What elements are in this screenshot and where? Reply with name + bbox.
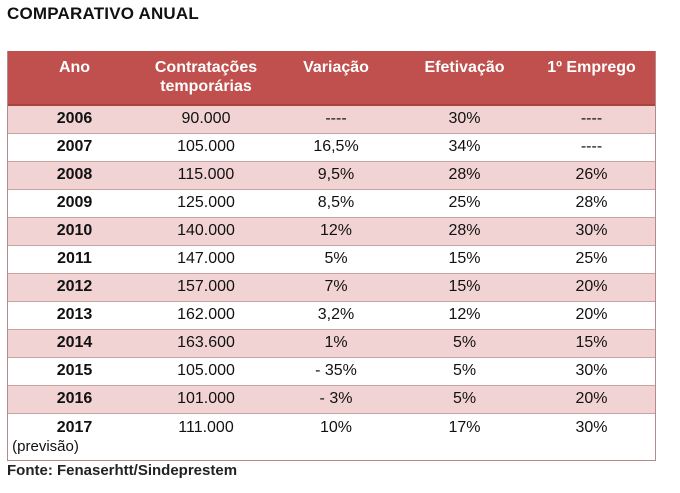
source-note: Fonte: Fenaserhtt/Sindeprestem <box>7 462 238 479</box>
header-primeiro-emprego: 1º Emprego <box>547 59 636 76</box>
cell-efetivacao: 15% <box>448 250 481 267</box>
cell-variacao: 3,2% <box>317 306 355 323</box>
table-header: Ano Contratações temporárias Variação Ef… <box>8 51 655 105</box>
cell-efetivacao: 15% <box>448 278 481 295</box>
table-row: 2015 105.000 - 35% 5% 30% <box>8 357 655 385</box>
year-value: 2017 <box>56 418 93 436</box>
header-contratacoes: Contratações temporárias <box>141 51 271 105</box>
cell-efetivacao: 17% <box>448 418 481 436</box>
cell-contratacoes: 147.000 <box>177 250 235 267</box>
year-value: 2009 <box>56 194 93 211</box>
table-row: 2008 115.000 9,5% 28% 26% <box>8 161 655 189</box>
comparison-table-container: Ano Contratações temporárias Variação Ef… <box>7 51 656 461</box>
cell-contratacoes: 115.000 <box>177 166 235 183</box>
year-value: 2015 <box>56 362 93 379</box>
cell-variacao: 1% <box>324 334 348 351</box>
cell-variacao: - 35% <box>315 362 357 379</box>
cell-efetivacao: 28% <box>448 222 481 239</box>
table-row: 2009 125.000 8,5% 25% 28% <box>8 189 655 217</box>
comparison-table: Ano Contratações temporárias Variação Ef… <box>8 51 655 460</box>
table-row: 2010 140.000 12% 28% 30% <box>8 217 655 245</box>
cell-ano: 2011 <box>8 245 141 273</box>
cell-ano: 2013 <box>8 301 141 329</box>
page-title: COMPARATIVO ANUAL <box>7 4 199 23</box>
year-value: 2011 <box>57 250 92 267</box>
table-row: 2007 105.000 16,5% 34% ---- <box>8 133 655 161</box>
cell-contratacoes: 111.000 <box>178 418 234 436</box>
cell-primeiro-emprego: 30% <box>575 362 608 379</box>
cell-primeiro-emprego: 30% <box>575 418 608 436</box>
table-row: 2006 90.000 ---- 30% ---- <box>8 105 655 133</box>
cell-variacao: 5% <box>324 250 348 267</box>
cell-contratacoes: 162.000 <box>177 306 235 323</box>
year-value: 2008 <box>56 166 93 183</box>
header-contratacoes-line2: temporárias <box>160 78 252 95</box>
cell-ano: 2009 <box>8 189 141 217</box>
table-row: 2017 (previsão) 111.000 10% 17% 30% <box>8 413 655 460</box>
year-value: 2016 <box>56 390 93 407</box>
table-body: 2006 90.000 ---- 30% ---- 2007 105.000 16,5% 34%… <box>8 105 655 460</box>
header-efetivacao: Efetivação <box>424 59 505 76</box>
cell-variacao: - 3% <box>319 390 353 407</box>
cell-variacao: 12% <box>319 222 353 239</box>
table-row: 2013 162.000 3,2% 12% 20% <box>8 301 655 329</box>
header-ano: Ano <box>58 59 91 76</box>
cell-variacao: 7% <box>324 278 348 295</box>
cell-ano: 2012 <box>8 273 141 301</box>
table-row: 2016 101.000 - 3% 5% 20% <box>8 385 655 413</box>
year-value: 2010 <box>56 222 93 239</box>
cell-primeiro-emprego: 20% <box>575 390 608 407</box>
year-note: (previsão) <box>12 437 79 455</box>
cell-contratacoes: 163.600 <box>177 334 235 351</box>
cell-primeiro-emprego: 30% <box>575 222 608 239</box>
cell-efetivacao: 28% <box>448 166 481 183</box>
cell-primeiro-emprego: 15% <box>575 334 608 351</box>
cell-primeiro-emprego: 25% <box>575 250 608 267</box>
cell-contratacoes: 105.000 <box>177 138 235 155</box>
cell-contratacoes: 105.000 <box>177 362 235 379</box>
cell-primeiro-emprego: 20% <box>575 306 608 323</box>
header-row: Ano Contratações temporárias Variação Ef… <box>8 51 655 105</box>
cell-variacao: 8,5% <box>317 194 355 211</box>
cell-efetivacao: 12% <box>448 306 481 323</box>
year-value: 2006 <box>56 110 93 128</box>
table-row: 2012 157.000 7% 15% 20% <box>8 273 655 301</box>
cell-variacao: 10% <box>319 418 353 436</box>
year-value: 2007 <box>56 138 93 155</box>
cell-primeiro-emprego: 20% <box>575 278 608 295</box>
cell-primeiro-emprego: 26% <box>575 166 608 183</box>
cell-primeiro-emprego: ---- <box>580 138 603 155</box>
cell-ano: 2010 <box>8 217 141 245</box>
cell-ano: 2017 (previsão) <box>8 413 141 460</box>
cell-efetivacao: 25% <box>448 194 481 211</box>
year-value: 2012 <box>56 278 93 295</box>
cell-ano: 2008 <box>8 161 141 189</box>
table-row: 2014 163.600 1% 5% 15% <box>8 329 655 357</box>
cell-contratacoes: 101.000 <box>177 390 235 407</box>
cell-ano: 2016 <box>8 385 141 413</box>
cell-variacao: 9,5% <box>317 166 355 183</box>
cell-primeiro-emprego: ---- <box>580 110 603 128</box>
cell-ano: 2015 <box>8 357 141 385</box>
cell-efetivacao: 5% <box>452 362 477 379</box>
cell-ano: 2006 <box>8 105 141 133</box>
cell-contratacoes: 140.000 <box>177 222 235 239</box>
cell-efetivacao: 5% <box>452 390 477 407</box>
cell-contratacoes: 90.000 <box>181 110 231 128</box>
cell-contratacoes: 125.000 <box>177 194 235 211</box>
cell-ano: 2014 <box>8 329 141 357</box>
header-contratacoes-line1: Contratações <box>154 59 258 76</box>
year-value: 2013 <box>56 306 93 323</box>
year-value: 2014 <box>56 334 93 351</box>
cell-efetivacao: 30% <box>448 110 481 128</box>
cell-efetivacao: 34% <box>448 138 481 155</box>
header-variacao: Variação <box>303 59 369 76</box>
cell-variacao: 16,5% <box>313 138 359 155</box>
table-row: 2011 147.000 5% 15% 25% <box>8 245 655 273</box>
cell-contratacoes: 157.000 <box>177 278 235 295</box>
cell-ano: 2007 <box>8 133 141 161</box>
cell-variacao: ---- <box>325 110 347 128</box>
cell-efetivacao: 5% <box>452 334 477 351</box>
cell-primeiro-emprego: 28% <box>575 194 608 211</box>
